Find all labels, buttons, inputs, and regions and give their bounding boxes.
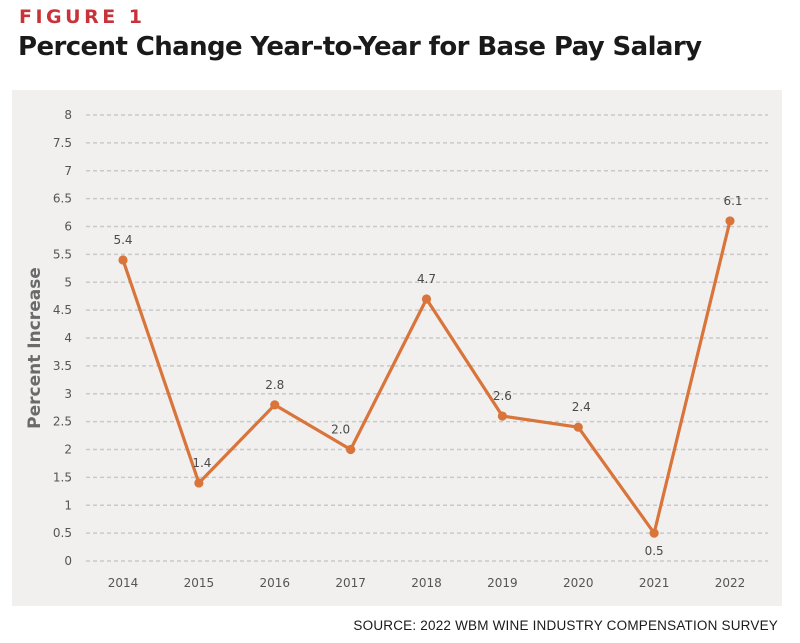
chart-title: Percent Change Year-to-Year for Base Pay…	[18, 32, 702, 62]
data-label: 6.1	[723, 194, 742, 208]
x-tick-label: 2017	[335, 576, 366, 590]
data-point	[725, 216, 735, 226]
y-tick-label: 6.5	[53, 192, 72, 206]
y-tick-label: 2.5	[53, 415, 72, 429]
series-line	[121, 219, 732, 535]
x-tick-label: 2020	[563, 576, 594, 590]
data-point	[497, 411, 507, 421]
data-label: 4.7	[417, 272, 436, 286]
x-tick-label: 2014	[108, 576, 139, 590]
y-tick-label: 7.5	[53, 136, 72, 150]
y-tick-label: 0.5	[53, 526, 72, 540]
x-tick-label: 2022	[715, 576, 746, 590]
y-tick-label: 6	[64, 220, 72, 234]
y-tick-label: 3.5	[53, 359, 72, 373]
x-tick-label: 2019	[487, 576, 518, 590]
y-tick-label: 0	[64, 554, 72, 568]
data-point	[573, 422, 583, 432]
data-point	[118, 255, 128, 265]
y-tick-label: 2	[64, 443, 72, 457]
y-tick-label: 3	[64, 387, 72, 401]
data-label: 2.6	[493, 389, 512, 403]
x-tick-label: 2016	[259, 576, 290, 590]
data-label: 5.4	[113, 233, 132, 247]
data-label: 2.4	[572, 400, 591, 414]
y-tick-label: 4	[64, 331, 72, 345]
data-point	[649, 528, 659, 538]
figure-label: FIGURE 1	[19, 6, 146, 28]
data-point	[421, 294, 432, 304]
chart-panel: 0 0.5 1 1.5 2 2.5 3 3.5 4 4.5 5 5.5 6 6.5 7 7.5 8 2014 201…	[12, 90, 782, 606]
y-tick-label: 5	[64, 275, 72, 289]
x-tick-label: 2021	[639, 576, 670, 590]
data-point	[194, 478, 204, 488]
y-tick-label: 1.5	[53, 470, 72, 484]
data-label: 1.4	[192, 456, 211, 470]
data-label: 2.0	[331, 423, 350, 437]
data-label: 0.5	[645, 544, 664, 558]
y-tick-label: 1	[64, 498, 72, 512]
y-tick-label: 4.5	[53, 303, 72, 317]
y-axis-label: Percent Increase	[25, 267, 45, 429]
y-tick-label: 7	[64, 164, 72, 178]
data-label: 2.8	[265, 378, 284, 392]
data-point	[270, 400, 280, 410]
source-note: SOURCE: 2022 WBM WINE INDUSTRY COMPENSAT…	[353, 618, 778, 633]
x-tick-label: 2018	[411, 576, 442, 590]
data-point	[346, 444, 356, 455]
y-tick-label: 5.5	[53, 247, 72, 261]
x-tick-label: 2015	[184, 576, 215, 590]
y-tick-label: 8	[64, 108, 72, 122]
line-chart: 0 0.5 1 1.5 2 2.5 3 3.5 4 4.5 5 5.5 6 6.5 7 7.5 8 2014 201…	[25, 108, 768, 590]
